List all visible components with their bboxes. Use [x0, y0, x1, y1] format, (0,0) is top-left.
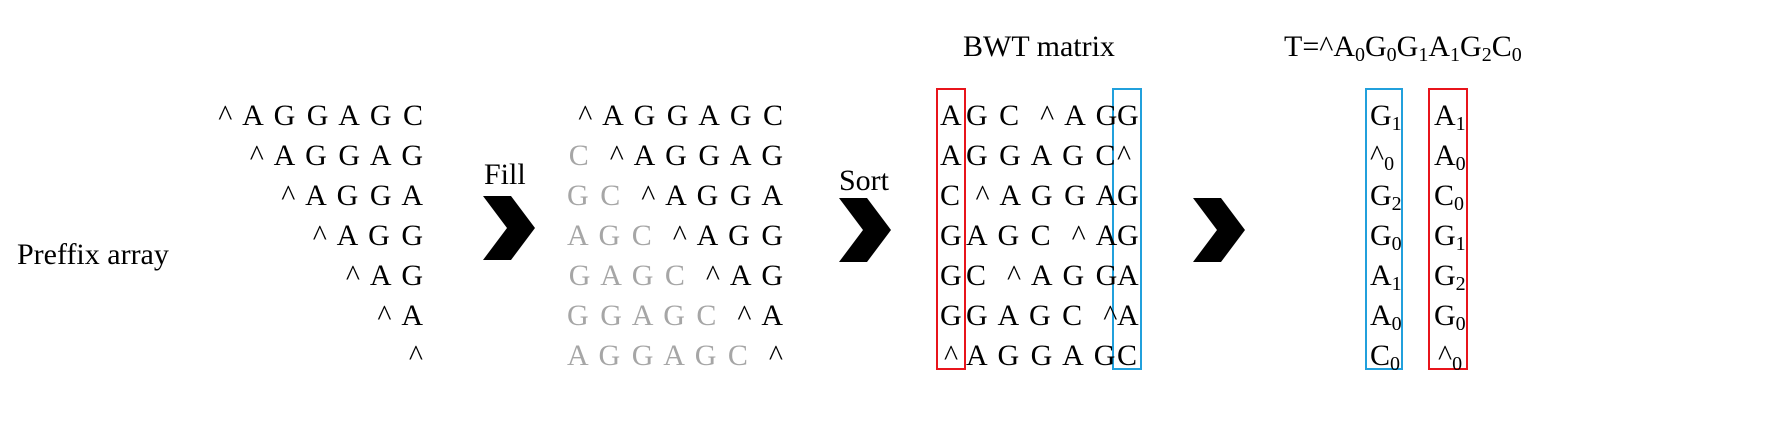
- bwt-first-char: A: [940, 139, 962, 172]
- first-column-entry: G2: [1434, 259, 1466, 295]
- last-column-entry: C0: [1370, 339, 1401, 375]
- bwt-first-char: G: [940, 259, 962, 292]
- bwt-last-char: G: [1117, 179, 1139, 212]
- first-column-entry: G1: [1434, 219, 1466, 255]
- bwt-last-char: G: [1117, 99, 1139, 132]
- first-column-box: [1428, 88, 1468, 370]
- last-column-box: [1365, 88, 1403, 370]
- sort-arrow-icon: [839, 198, 891, 262]
- fill-row: A G G A G C ^: [567, 339, 785, 372]
- first-column-entry: C0: [1434, 179, 1465, 215]
- bwt-first-char: A: [940, 99, 962, 132]
- bwt-middle: G A G C ^: [966, 299, 1120, 332]
- text-title: T=^A0G0G1A1G2C0: [1284, 30, 1522, 66]
- sort-label: Sort: [839, 164, 890, 197]
- bwt-first-char: G: [940, 299, 962, 332]
- fill-row: G A G C ^ A G: [568, 259, 785, 292]
- bwt-first-column-highlight: [936, 88, 966, 370]
- bwt-middle: C ^ A G G: [966, 259, 1120, 292]
- last-column-entry: G2: [1370, 179, 1402, 215]
- bwt-first-char: G: [940, 219, 962, 252]
- fill-label: Fill: [484, 158, 526, 191]
- bwt-first-char: C: [940, 179, 961, 212]
- bwt-first-char: ^: [944, 339, 959, 372]
- bwt-middle: A G G A G: [966, 339, 1118, 372]
- last-column-entry: A0: [1370, 299, 1402, 335]
- bwt-middle: ^ A G G A: [966, 179, 1120, 212]
- last-column-entry: G1: [1370, 99, 1402, 135]
- bwt-middle: G G A G C: [966, 139, 1118, 172]
- first-column-entry: A0: [1434, 139, 1466, 175]
- preffix-row: ^ A G: [345, 259, 425, 292]
- bwt-last-char: A: [1117, 299, 1139, 332]
- fill-row: C ^ A G G A G: [568, 139, 785, 172]
- fill-row: A G C ^ A G G: [567, 219, 785, 252]
- preffix-row: ^ A G G A G: [249, 139, 425, 172]
- fill-row: ^ A G G A G C: [578, 99, 785, 132]
- preffix-row: ^: [408, 339, 425, 372]
- bwt-last-char: G: [1117, 219, 1139, 252]
- first-column-entry: G0: [1434, 299, 1466, 335]
- first-column-entry: A1: [1434, 99, 1466, 135]
- bwt-last-char: A: [1117, 259, 1139, 292]
- fill-row: G G A G C ^ A: [567, 299, 785, 332]
- first-column-entry: ^0: [1438, 339, 1463, 375]
- preffix-row: ^ A G G A G C: [218, 99, 425, 132]
- bwt-middle: A G C ^ A: [966, 219, 1120, 252]
- preffix-array-label: Preffix array: [17, 238, 169, 271]
- bwt-middle: G C ^ A G: [966, 99, 1120, 132]
- preffix-row: ^ A G G: [312, 219, 425, 252]
- preffix-row: ^ A G G A: [281, 179, 425, 212]
- bwt-matrix-title: BWT matrix: [963, 30, 1115, 63]
- bwt-last-char: ^: [1117, 139, 1132, 172]
- result-arrow-icon: [1193, 198, 1245, 262]
- bwt-last-column-highlight: [1112, 88, 1142, 370]
- last-column-entry: G0: [1370, 219, 1402, 255]
- last-column-entry: ^0: [1370, 139, 1395, 175]
- fill-arrow-icon: [483, 196, 535, 260]
- bwt-last-char: C: [1117, 339, 1138, 372]
- last-column-entry: A1: [1370, 259, 1402, 295]
- preffix-row: ^ A: [377, 299, 425, 332]
- fill-row: G C ^ A G G A: [567, 179, 785, 212]
